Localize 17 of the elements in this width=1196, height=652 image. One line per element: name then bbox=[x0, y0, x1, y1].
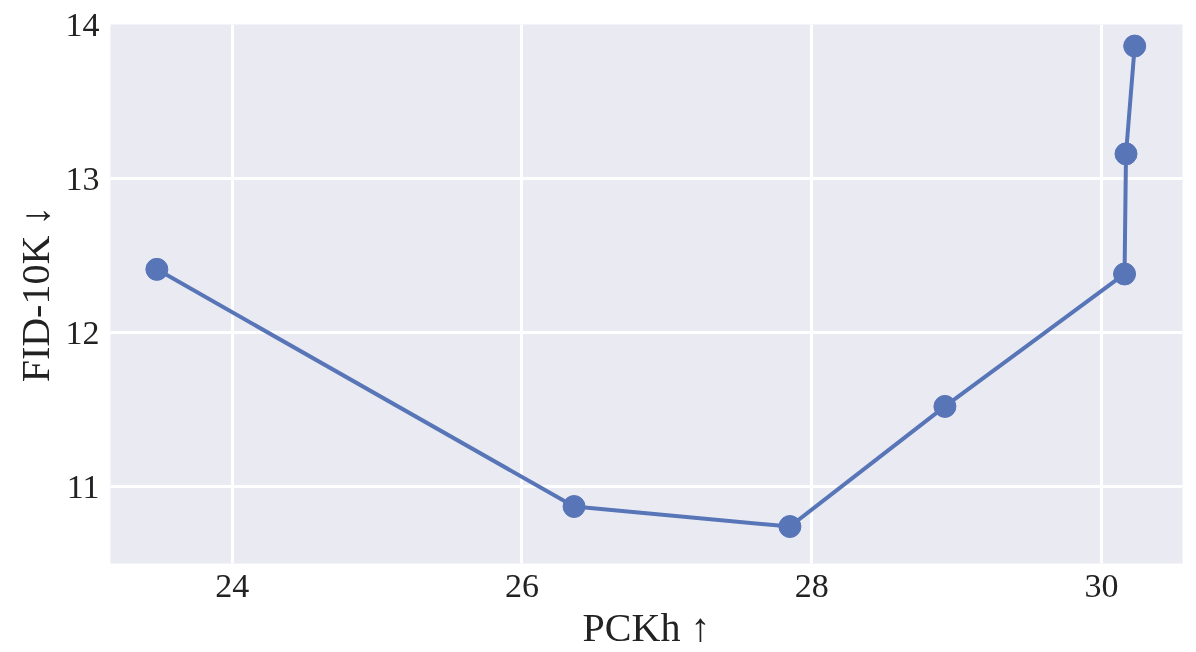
point bbox=[933, 394, 957, 418]
y-tick-label: 14 bbox=[65, 5, 100, 43]
x-axis-title: PCKh ↑ bbox=[582, 604, 711, 650]
point bbox=[145, 257, 169, 281]
point bbox=[778, 515, 802, 539]
point bbox=[1113, 262, 1137, 286]
x-tick-label: 28 bbox=[794, 566, 829, 604]
y-tick-label: 11 bbox=[66, 467, 100, 505]
y-tick-label: 13 bbox=[65, 159, 100, 197]
point bbox=[562, 495, 586, 518]
point bbox=[1114, 142, 1138, 166]
y-tick-label: 12 bbox=[65, 313, 100, 351]
y-axis-title: FID-10K ↓ bbox=[12, 205, 58, 383]
x-tick-label: 30 bbox=[1084, 566, 1119, 604]
x-tick-label: 24 bbox=[215, 566, 250, 604]
point bbox=[1123, 34, 1147, 58]
x-tick-label: 26 bbox=[504, 566, 539, 604]
